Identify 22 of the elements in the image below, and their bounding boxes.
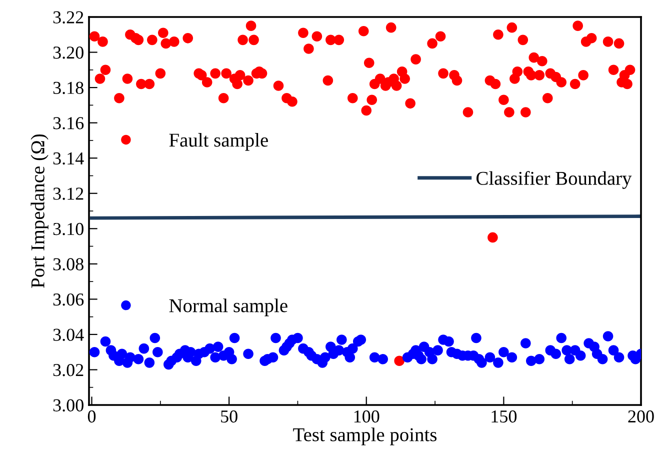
x-tick-label: 0 [88,410,96,423]
y-tick-label: 3.04 [53,328,84,341]
y-tick-label: 3.18 [53,82,84,94]
legend-label: Classifier Boundary [476,171,632,189]
x-tick-label: 150 [492,410,517,423]
y-tick-label: 3.08 [53,258,84,270]
x-tick-label: 100 [354,410,380,423]
x-axis-title: Test sample points [293,428,437,446]
y-tick-label: 3.10 [53,222,84,236]
y-tick-label: 3.06 [53,293,84,306]
y-tick-label: 3.14 [53,152,84,165]
x-tick-label: 50 [221,410,238,423]
y-axis-title: Port Impedance (Ω) [30,134,48,288]
y-tick-label: 3.20 [53,46,84,59]
y-tick-label: 3.02 [53,364,84,376]
legend-label: Fault sample [169,133,268,151]
x-tick-label: 200 [628,410,654,423]
y-tick-label: 3.12 [53,188,84,200]
y-tick-label: 3.00 [53,399,84,412]
legend-label: Normal sample [169,298,288,316]
y-tick-label: 3.22 [53,11,84,24]
y-tick-label: 3.16 [53,117,84,130]
